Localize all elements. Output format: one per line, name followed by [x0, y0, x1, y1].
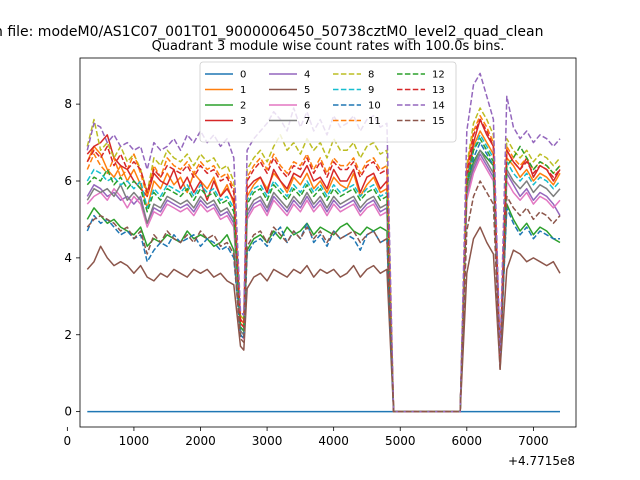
legend-label-0: 0	[240, 70, 246, 81]
legend-label-15: 15	[432, 116, 445, 127]
x-tick-label: 1000	[119, 434, 150, 448]
series-line-12	[86, 137, 561, 413]
legend-label-5: 5	[304, 85, 310, 96]
axes-border	[79, 57, 577, 428]
legend-label-10: 10	[368, 101, 381, 112]
series-line-8	[86, 107, 561, 413]
x-tick-label: 3000	[252, 434, 283, 448]
series-line-6	[86, 157, 561, 413]
x-tick-label: 5000	[385, 434, 416, 448]
series-line-4	[86, 153, 561, 413]
legend-label-11: 11	[368, 116, 381, 127]
legend-label-1: 1	[240, 85, 246, 96]
y-axis: 0 2 4 6 8	[64, 97, 80, 419]
series-line-5	[86, 226, 561, 413]
y-tick-label: 8	[64, 97, 72, 111]
plot-area	[86, 72, 561, 413]
x-axis: 0 1000 2000 3000 4000 5000 6000 7000	[64, 427, 549, 448]
y-tick-label: 6	[64, 174, 72, 188]
x-tick-label: 6000	[452, 434, 483, 448]
legend-label-7: 7	[304, 116, 310, 127]
legend-label-3: 3	[240, 116, 246, 127]
chart-title: Quadrant 3 module wise count rates with …	[152, 39, 505, 54]
series-line-15	[86, 180, 561, 413]
series-line-7	[86, 149, 561, 413]
series-line-9	[86, 134, 561, 413]
x-tick-label: 4000	[318, 434, 349, 448]
legend-label-4: 4	[304, 70, 310, 81]
y-tick-label: 2	[64, 328, 72, 342]
legend-label-13: 13	[432, 85, 445, 96]
figure-suptitle: n file: modeM0/AS1C07_001T01_9000006450_…	[0, 24, 543, 40]
x-tick-label: 0	[64, 434, 72, 448]
x-tick-label: 2000	[185, 434, 216, 448]
y-tick-label: 0	[64, 405, 72, 419]
legend-label-6: 6	[304, 101, 310, 112]
x-offset-label: +4.7715e8	[508, 454, 575, 468]
legend-label-14: 14	[432, 101, 445, 112]
x-tick-label: 7000	[518, 434, 549, 448]
axes-frame	[79, 57, 577, 428]
series-line-3	[86, 118, 561, 413]
series-line-10	[86, 141, 560, 413]
legend-label-12: 12	[432, 70, 445, 81]
legend-label-9: 9	[368, 85, 374, 96]
series-line-1	[86, 130, 561, 413]
legend-box	[199, 61, 457, 143]
series-line-13	[86, 118, 561, 413]
legend-label-8: 8	[368, 70, 374, 81]
y-tick-label: 4	[64, 251, 72, 265]
legend-label-2: 2	[240, 101, 246, 112]
